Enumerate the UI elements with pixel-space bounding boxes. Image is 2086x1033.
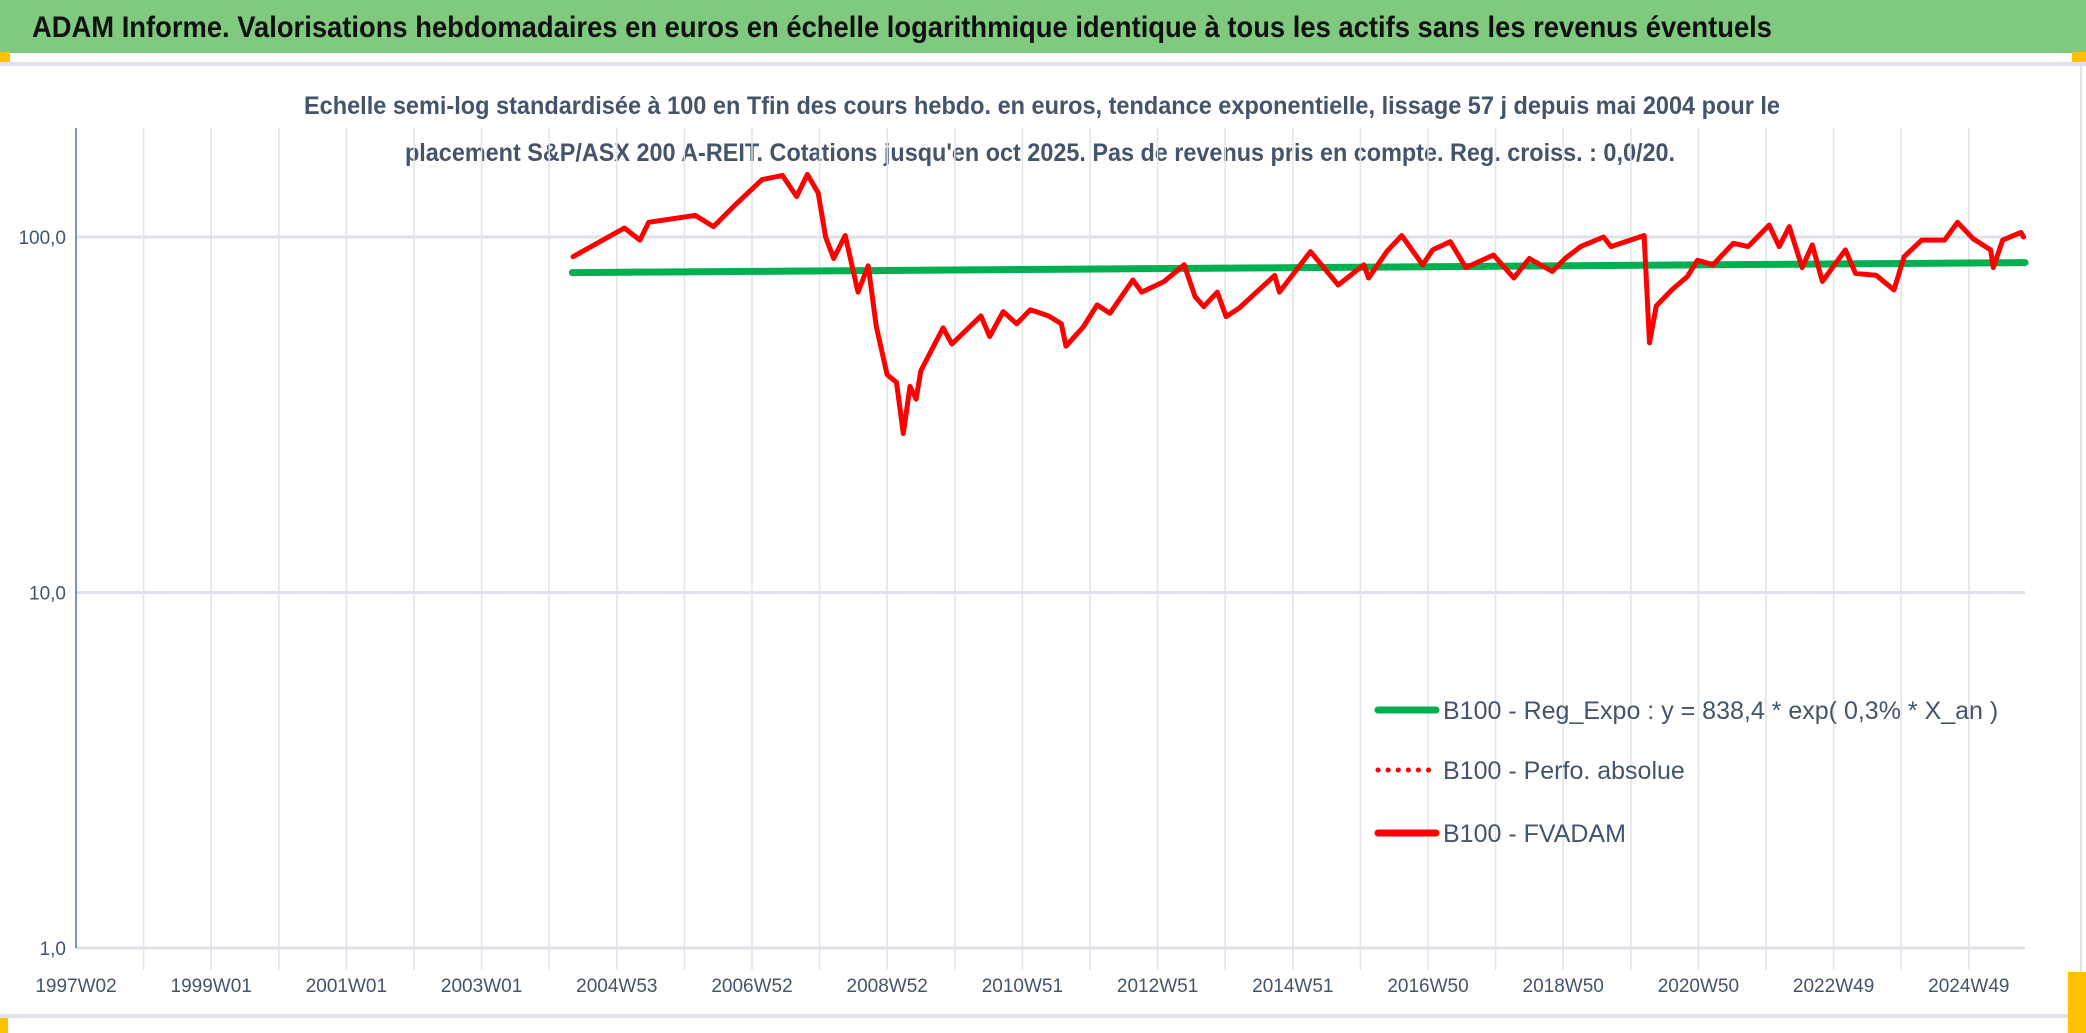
corner-marker	[0, 52, 10, 63]
corner-marker	[0, 1018, 8, 1033]
legend-label-trend: B100 - Reg_Expo : y = 838,4 * exp( 0,3% …	[1443, 697, 1998, 725]
frame-right-border	[2080, 62, 2082, 1017]
header-title: ADAM Informe. Valorisations hebdomadaire…	[32, 11, 1772, 44]
x-tick-label: 2004W53	[576, 976, 657, 997]
legend: B100 - Reg_Expo : y = 838,4 * exp( 0,3% …	[1374, 697, 1998, 848]
x-tick-label: 2024W49	[1928, 976, 2009, 997]
x-tick-label: 2008W52	[847, 976, 928, 997]
x-axis-ticks: 1997W02 1999W01 2001W01 2003W01 2004W53 2006W…	[35, 976, 2009, 997]
x-tick-label: 2022W49	[1793, 976, 1874, 997]
x-tick-label: 2010W51	[982, 976, 1063, 997]
chart-subtitle-line-1: Echelle semi-log standardisée à 100 en T…	[304, 92, 1780, 120]
x-tick-label: 1997W02	[35, 976, 116, 997]
header-bar	[0, 0, 2086, 53]
frame-top-border	[0, 62, 2086, 66]
frame-bottom-border	[0, 1014, 2082, 1018]
y-tick-label: 10,0	[29, 584, 66, 605]
gridlines	[76, 128, 2025, 970]
y-tick-label: 100,0	[18, 228, 66, 249]
x-tick-label: 1999W01	[171, 976, 252, 997]
y-tick-label: 1,0	[40, 939, 66, 960]
x-tick-label: 2012W51	[1117, 976, 1198, 997]
x-tick-label: 2006W52	[711, 976, 792, 997]
legend-label-fvadam: B100 - FVADAM	[1443, 820, 1626, 848]
series-line-fvadam	[570, 171, 2027, 436]
y-axis-ticks: 100,0 10,0 1,0	[18, 228, 66, 960]
x-tick-label: 2001W01	[306, 976, 387, 997]
x-tick-label: 2014W51	[1252, 976, 1333, 997]
x-tick-label: 2003W01	[441, 976, 522, 997]
x-tick-label: 2020W50	[1658, 976, 1739, 997]
series-layer	[568, 171, 2029, 436]
x-tick-label: 2018W50	[1523, 976, 1604, 997]
chart-subtitle-line-2: placement S&P/ASX 200 A-REIT. Cotations …	[405, 139, 1675, 167]
legend-label-perfo: B100 - Perfo. absolue	[1443, 757, 1685, 785]
x-tick-label: 2016W50	[1387, 976, 1468, 997]
corner-marker	[2072, 52, 2086, 63]
corner-marker	[2068, 972, 2086, 1033]
